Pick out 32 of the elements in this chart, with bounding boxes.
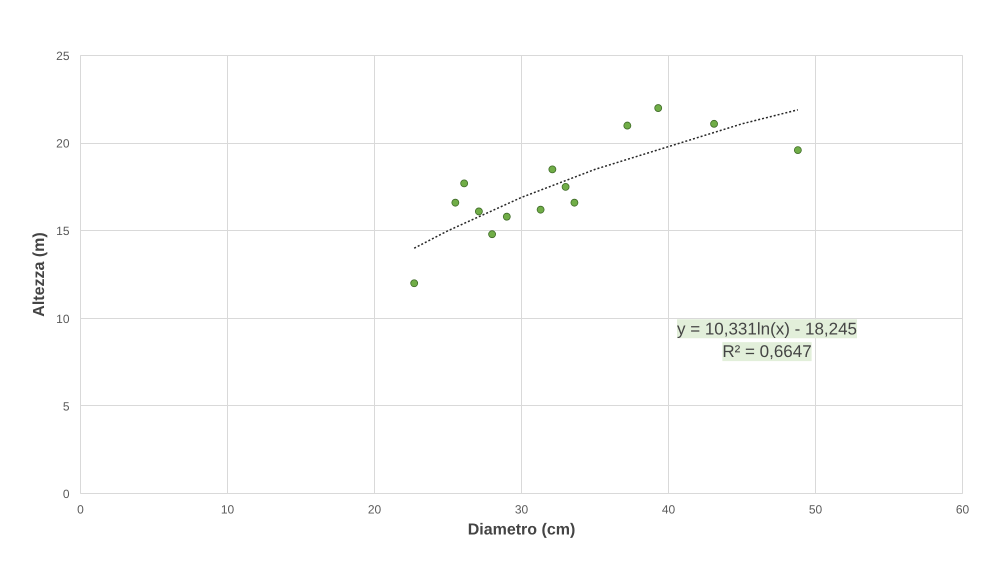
line-series: [413, 109, 799, 249]
x-tick-label: 50: [808, 502, 822, 516]
point: [570, 198, 578, 207]
point: [474, 208, 483, 216]
y-tick-label: 5: [62, 399, 70, 414]
x-tick-label: 10: [220, 502, 234, 516]
point: [502, 212, 511, 221]
point: [623, 122, 632, 130]
x-tick-label: 0: [77, 502, 84, 516]
x-tick-label: 30: [514, 502, 528, 516]
annotation: y = 10,331ln(x) - 18,245: [676, 319, 858, 338]
point: [710, 120, 718, 128]
point: [536, 206, 545, 214]
x-tick-label: 20: [368, 502, 382, 516]
point: [460, 180, 468, 188]
y-tick-label: 25: [56, 49, 70, 63]
x-tick-label: 40: [662, 502, 676, 516]
x-axis-title: Diametro (cm): [468, 522, 576, 538]
point: [794, 146, 802, 154]
point: [562, 183, 570, 191]
point: [410, 279, 418, 288]
y-tick-label: 20: [56, 136, 70, 151]
point: [654, 104, 662, 112]
annotation: R² = 0,6647: [722, 342, 812, 362]
y-tick-label: 15: [56, 224, 70, 238]
point: [488, 230, 496, 238]
y-tick-label: 0: [62, 487, 70, 501]
x-tick-label: 60: [956, 502, 970, 516]
y-tick-label: 10: [56, 312, 70, 326]
point: [548, 165, 556, 174]
point: [451, 198, 460, 207]
y-axis-title: Altezza (m): [31, 232, 48, 317]
